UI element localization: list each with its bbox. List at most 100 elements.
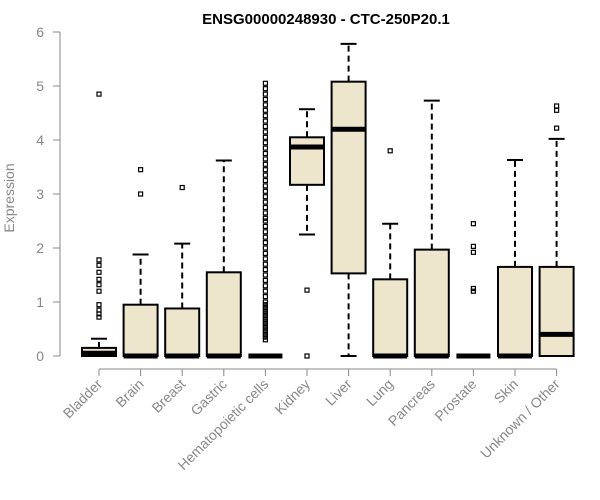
outlier-point (262, 161, 268, 167)
x-tick-label: Unknown / Other (477, 376, 563, 462)
box-gastric (205, 159, 242, 359)
outlier-point (470, 249, 476, 255)
outlier-point (262, 302, 268, 308)
y-tick-label: 2 (36, 240, 44, 256)
outlier-point (262, 140, 268, 146)
outlier-point (553, 103, 560, 109)
outlier-point (262, 118, 268, 124)
outlier-point (96, 91, 102, 97)
outlier-point (470, 243, 476, 249)
box-pancreas (413, 99, 450, 359)
outlier-point (262, 113, 268, 119)
y-tick-label: 0 (36, 348, 44, 364)
plot-area (81, 42, 575, 359)
outlier-point (262, 283, 268, 289)
outlier-point (262, 240, 268, 246)
outlier-point (262, 129, 268, 135)
outlier-point (262, 199, 268, 205)
chart-title: ENSG00000248930 - CTC-250P20.1 (202, 11, 450, 28)
outlier-point (262, 334, 268, 340)
outlier-point (96, 302, 102, 308)
outlier-point (262, 294, 268, 300)
box-body (289, 136, 325, 186)
outlier-point (262, 272, 268, 278)
y-axis: 0 1 2 3 4 5 6 (36, 24, 61, 364)
box-breast (164, 184, 201, 359)
box-body (164, 307, 201, 358)
outlier-point (96, 288, 102, 294)
outlier-point (262, 256, 268, 262)
outlier-point (262, 215, 268, 221)
box-kidney (289, 108, 325, 359)
outlier-point (262, 315, 268, 321)
outlier-point (262, 329, 268, 335)
outlier-point (553, 107, 560, 113)
outlier-point (138, 191, 144, 197)
outlier-point (262, 96, 268, 103)
outlier-point (262, 245, 268, 251)
outlier-point (262, 326, 268, 332)
outlier-point (262, 80, 268, 86)
outlier-point (470, 288, 476, 294)
box-hematopoietic-cells (248, 80, 283, 359)
outlier-point (262, 229, 268, 235)
box-body (413, 248, 450, 357)
box-unknown-other (538, 103, 575, 357)
outlier-point (262, 310, 268, 316)
outlier-point (96, 314, 102, 320)
outlier-point (262, 145, 268, 151)
outlier-point (262, 307, 268, 313)
x-tick-label: Brain (112, 376, 146, 410)
outlier-point (96, 262, 102, 268)
outlier-point (262, 183, 268, 189)
y-tick-label: 1 (36, 294, 44, 310)
outlier-point (262, 223, 268, 229)
outlier-point (262, 194, 268, 200)
box-lung (372, 148, 409, 359)
box-body (497, 265, 533, 357)
outlier-point (262, 318, 268, 324)
x-tick-label: Breast (148, 376, 188, 416)
outlier-point (262, 188, 268, 194)
outlier-point (387, 148, 393, 154)
outlier-point (262, 134, 268, 140)
outlier-point (262, 267, 268, 273)
outlier-point (96, 311, 102, 317)
box-body (538, 265, 575, 357)
box-body (122, 303, 159, 358)
outlier-point (96, 269, 102, 275)
outlier-point (262, 261, 268, 267)
x-tick-label: Kidney (272, 376, 314, 418)
outlier-point (262, 218, 268, 224)
y-tick-label: 3 (36, 186, 44, 202)
outlier-point (262, 123, 268, 130)
x-tick-label: Bladder (60, 376, 106, 422)
outlier-point (262, 277, 268, 283)
y-tick-label: 4 (36, 132, 44, 148)
outlier-point (262, 312, 268, 319)
outlier-point (470, 285, 476, 292)
outlier-point (96, 257, 102, 263)
y-tick-label: 5 (36, 78, 44, 94)
outlier-point (304, 287, 310, 293)
y-tick-label: 6 (36, 24, 44, 40)
box-body (205, 271, 242, 357)
x-tick-label: Liver (322, 376, 355, 409)
outlier-point (262, 86, 268, 92)
outlier-point (262, 331, 268, 337)
outlier-point (262, 304, 268, 310)
outlier-point (262, 107, 268, 113)
box-liver (330, 42, 367, 357)
outlier-point (262, 234, 268, 240)
outlier-point (179, 184, 185, 191)
box-body (372, 278, 409, 358)
outlier-point (470, 221, 476, 227)
outlier-point (262, 299, 268, 305)
x-tick-label: Lung (363, 376, 396, 409)
x-tick-label: Prostate (431, 376, 479, 424)
x-tick-label: Skin (491, 376, 522, 407)
outlier-point (262, 321, 268, 327)
outlier-point (262, 150, 268, 157)
